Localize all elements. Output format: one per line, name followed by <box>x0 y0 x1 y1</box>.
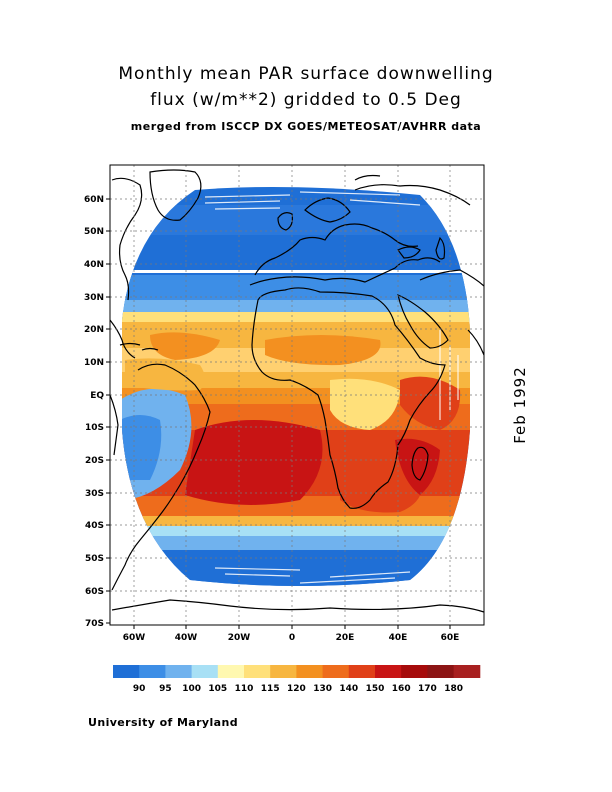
colorbar-label: 90 <box>133 684 146 694</box>
colorbar-swatch <box>270 665 297 678</box>
colorbar-swatch <box>401 665 428 678</box>
lat-label-eq: EQ <box>90 391 104 401</box>
lat-label-10n: 10N <box>84 358 104 368</box>
lon-label-60w: 60W <box>123 633 146 643</box>
lat-label-60n: 60N <box>84 195 104 205</box>
lat-label-70s: 70S <box>85 619 104 629</box>
lat-label-40n: 40N <box>84 260 104 270</box>
lat-label-20n: 20N <box>84 325 104 335</box>
axis-ticks <box>106 198 451 629</box>
colorbar-label: 115 <box>261 684 280 694</box>
graticule <box>110 165 484 625</box>
colorbar-label: 160 <box>392 684 411 694</box>
longitude-labels: 60W 40W 20W 0 20E 40E 60E <box>123 633 460 643</box>
lon-label-60e: 60E <box>441 633 460 643</box>
map-title-line1: Monthly mean PAR surface downwelling <box>118 64 494 84</box>
colorbar-swatch <box>244 665 271 678</box>
colorbar-swatch <box>217 665 245 678</box>
colorbar-label: 105 <box>208 684 227 694</box>
colorbar-label: 120 <box>287 684 306 694</box>
colorbar-label: 100 <box>182 684 201 694</box>
lon-label-20w: 20W <box>228 633 251 643</box>
colorbar-label: 95 <box>159 684 172 694</box>
latitude-labels: 60N 50N 40N 30N 20N 10N EQ 10S 20S 30S 4… <box>84 195 104 629</box>
colorbar-swatch <box>322 665 350 678</box>
colorbar-swatch <box>453 665 481 678</box>
lat-label-10s: 10S <box>85 423 104 433</box>
colorbar-label: 170 <box>418 684 437 694</box>
coastlines <box>110 169 484 613</box>
lon-label-40w: 40W <box>175 633 198 643</box>
lon-label-0: 0 <box>289 633 295 643</box>
colorbar-swatch <box>165 665 193 678</box>
colorbar-swatch <box>139 665 166 678</box>
lat-label-30s: 30S <box>85 489 104 499</box>
lat-label-50s: 50S <box>85 554 104 564</box>
date-label: Feb 1992 <box>511 366 529 444</box>
lat-label-40s: 40S <box>85 521 104 531</box>
colorbar-swatch <box>296 665 324 678</box>
lat-label-20s: 20S <box>85 456 104 466</box>
map-title-line2: flux (w/m**2) gridded to 0.5 Deg <box>150 90 462 110</box>
colorbar-label: 180 <box>444 684 463 694</box>
colorbar: 90 95 100 105 110 115 120 130 140 150 160 170 180 <box>113 665 481 694</box>
lat-label-50n: 50N <box>84 227 104 237</box>
lon-label-40e: 40E <box>389 633 408 643</box>
credit-text: University of Maryland <box>88 716 239 729</box>
colorbar-label: 110 <box>235 684 254 694</box>
colorbar-label: 150 <box>366 684 385 694</box>
lon-label-20e: 20E <box>336 633 355 643</box>
lat-label-30n: 30N <box>84 293 104 303</box>
lat-label-60s: 60S <box>85 587 104 597</box>
colorbar-swatch <box>348 665 376 678</box>
colorbar-swatch <box>191 665 219 678</box>
map-title-line3: merged from ISCCP DX GOES/METEOSAT/AVHRR… <box>130 120 482 133</box>
colorbar-swatch <box>113 665 140 678</box>
colorbar-swatch <box>375 665 402 678</box>
colorbar-swatch <box>427 665 455 678</box>
colorbar-label: 140 <box>339 684 358 694</box>
colorbar-label: 130 <box>313 684 332 694</box>
